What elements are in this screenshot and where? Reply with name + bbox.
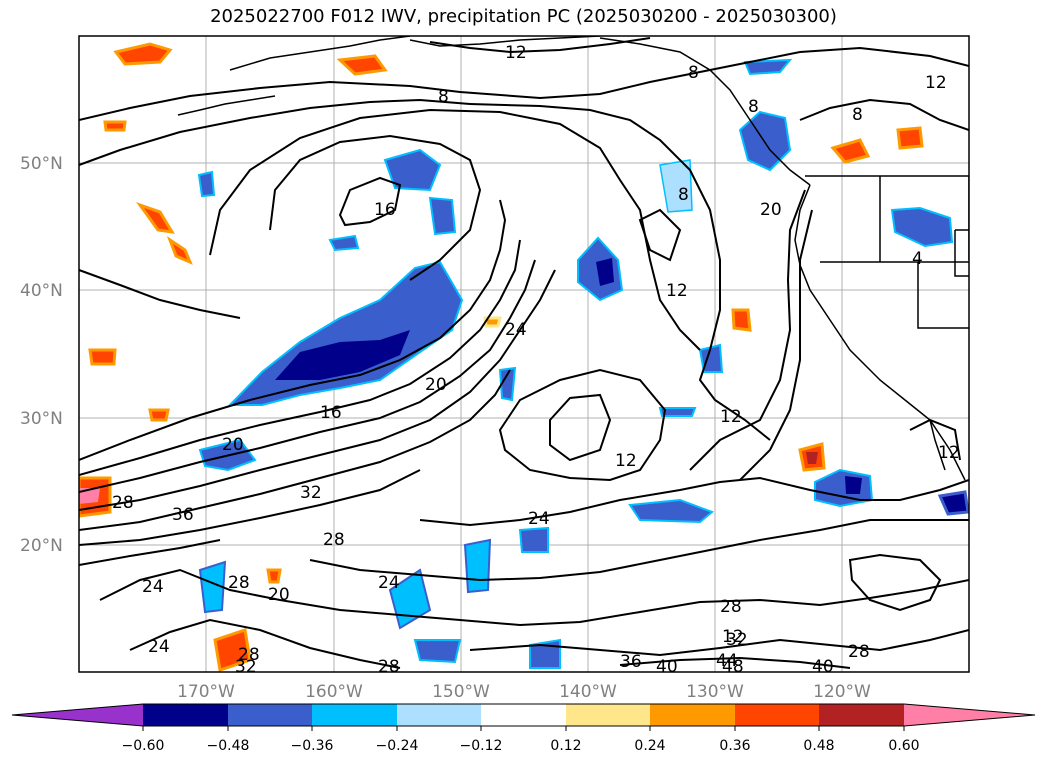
colorbar-extend-max <box>904 704 1035 726</box>
contour-label: 16 <box>374 200 396 220</box>
graticule <box>79 36 969 672</box>
colorbar-label: 0.60 <box>888 738 919 754</box>
contour-label: 28 <box>228 573 250 593</box>
map-plot-area <box>79 36 969 672</box>
precip-negative-patches <box>197 58 969 669</box>
contour-label: 20 <box>222 435 244 455</box>
lat-label: 30°N <box>20 409 63 429</box>
contour-label: 24 <box>528 509 550 529</box>
contour-label: 12 <box>666 281 688 301</box>
colorbar-label: 0.36 <box>719 738 750 754</box>
lon-label: 160°W <box>305 682 363 702</box>
contour-label: 12 <box>615 451 637 471</box>
lon-label: 130°W <box>686 682 744 702</box>
colorbar-segment <box>819 704 904 726</box>
contour-label: 8 <box>678 185 689 205</box>
lon-label: 120°W <box>813 682 871 702</box>
contour-label: 8 <box>852 105 863 125</box>
colorbar-label: −0.36 <box>291 738 334 754</box>
contour-label: 8 <box>438 87 449 107</box>
colorbar-label: 0.12 <box>550 738 581 754</box>
contour-label: 12 <box>925 73 947 93</box>
lon-label: 140°W <box>559 682 617 702</box>
lat-label: 20°N <box>20 536 63 556</box>
contour-label: 28 <box>848 642 870 662</box>
colorbar-segment <box>481 704 566 726</box>
colorbar-label: −0.12 <box>460 738 503 754</box>
contour-label-group: 12 8 8 12 8 8 16 12 8 20 20 12 24 28 16 … <box>112 43 960 677</box>
contour-label: 16 <box>320 403 342 423</box>
contour-label: 28 <box>378 657 400 677</box>
contour-label: 4 <box>912 249 923 269</box>
colorbar-segment <box>566 704 650 726</box>
map-title: 2025022700 F012 IWV, precipitation PC (2… <box>210 6 837 27</box>
contour-label: 28 <box>720 597 742 617</box>
colorbar-label: −0.48 <box>207 738 250 754</box>
contour-label: 8 <box>748 97 759 117</box>
longitude-labels: 170°W 160°W 150°W 140°W 130°W 120°W <box>177 682 871 702</box>
iwv-contours <box>79 37 969 669</box>
colorbar-segment <box>735 704 819 726</box>
contour-label: 40 <box>812 657 834 677</box>
colorbar: −0.60 −0.48 −0.36 −0.24 −0.12 0.12 0.24 … <box>11 703 1036 754</box>
contour-label: 32 <box>726 630 748 650</box>
coastlines <box>177 36 969 481</box>
contour-label: 24 <box>505 320 527 340</box>
contour-label: 44 <box>716 651 738 671</box>
latitude-labels: 50°N 40°N 30°N 20°N <box>20 154 63 556</box>
contour-label: 20 <box>268 585 290 605</box>
colorbar-label: 0.48 <box>803 738 834 754</box>
contour-label: 28 <box>238 645 260 665</box>
contour-label: 12 <box>938 443 960 463</box>
colorbar-segment <box>228 704 312 726</box>
contour-label: 32 <box>235 657 257 677</box>
contour-label: 12 <box>720 407 742 427</box>
contour-label: 24 <box>142 577 164 597</box>
contour-label: 20 <box>425 375 447 395</box>
contour-label: 36 <box>172 505 194 525</box>
contour-label: 20 <box>760 200 782 220</box>
colorbar-extend-min <box>12 704 143 726</box>
colorbar-segment <box>143 704 228 726</box>
lon-label: 150°W <box>432 682 490 702</box>
contour-label: 36 <box>620 652 642 672</box>
contour-label: 24 <box>148 637 170 657</box>
colorbar-segment <box>397 704 481 726</box>
precip-positive-patches <box>79 42 924 672</box>
contour-label: 24 <box>378 573 400 593</box>
map-frame <box>78 35 970 673</box>
colorbar-label: −0.24 <box>376 738 419 754</box>
contour-label: 8 <box>688 63 699 83</box>
colorbar-segment <box>650 704 735 726</box>
lat-label: 50°N <box>20 154 63 174</box>
lon-label: 170°W <box>177 682 235 702</box>
colorbar-label: 0.24 <box>634 738 665 754</box>
contour-label: 28 <box>112 493 134 513</box>
lat-label: 40°N <box>20 281 63 301</box>
colorbar-segment <box>312 704 397 726</box>
colorbar-label: −0.60 <box>122 738 165 754</box>
contour-label: 48 <box>722 657 744 677</box>
contour-label: 12 <box>722 627 744 647</box>
contour-label: 12 <box>505 43 527 63</box>
contour-label: 40 <box>656 657 678 677</box>
contour-label: 32 <box>300 483 322 503</box>
colorbar-ticks <box>142 726 905 731</box>
contour-label: 28 <box>323 530 345 550</box>
